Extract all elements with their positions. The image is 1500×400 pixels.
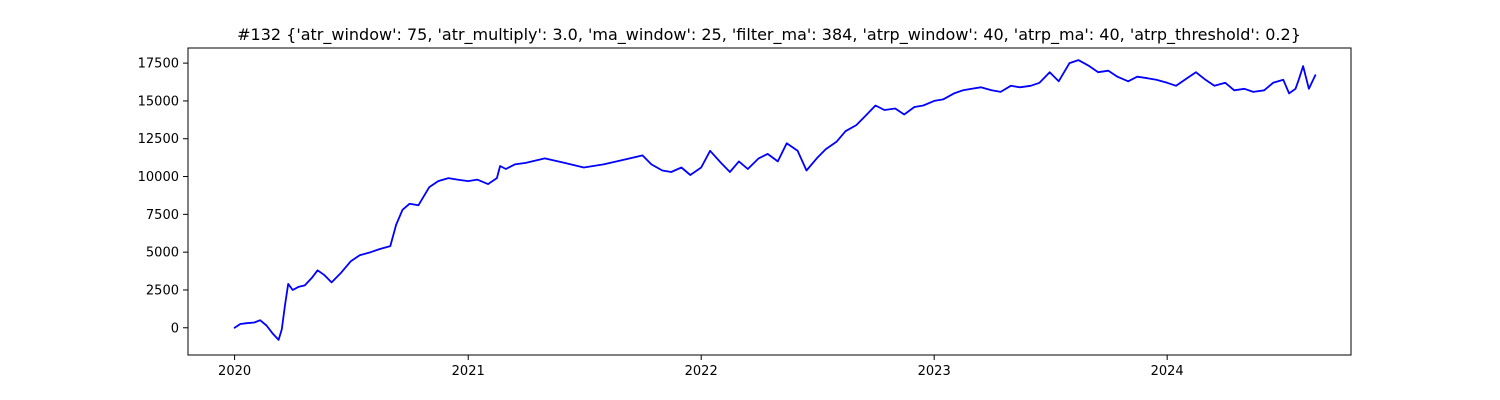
y-axis: 0 2500 5000 7500 10000 12500 15000 17500 — [138, 57, 188, 336]
x-tick-label: 2021 — [452, 364, 485, 379]
x-tick-label: 2020 — [218, 364, 251, 379]
y-tick-label: 2500 — [146, 283, 179, 298]
y-tick-label: 0 — [171, 321, 179, 336]
y-tick-label: 12500 — [138, 132, 179, 147]
plot-frame — [187, 47, 1352, 356]
x-tick-label: 2023 — [918, 364, 951, 379]
y-tick-label: 7500 — [146, 208, 179, 223]
x-axis: 2020 2021 2022 2023 2024 — [218, 355, 1184, 379]
equity-line — [233, 59, 1317, 341]
y-tick-label: 10000 — [138, 170, 179, 185]
chart-title: #132 {'atr_window': 75, 'atr_multiply': … — [237, 25, 1301, 45]
y-tick-label: 15000 — [138, 94, 179, 109]
y-tick-label: 17500 — [138, 57, 179, 72]
x-tick-label: 2024 — [1151, 364, 1184, 379]
series-layer — [233, 59, 1317, 341]
x-tick-label: 2022 — [685, 364, 718, 379]
y-tick-label: 5000 — [146, 246, 179, 261]
